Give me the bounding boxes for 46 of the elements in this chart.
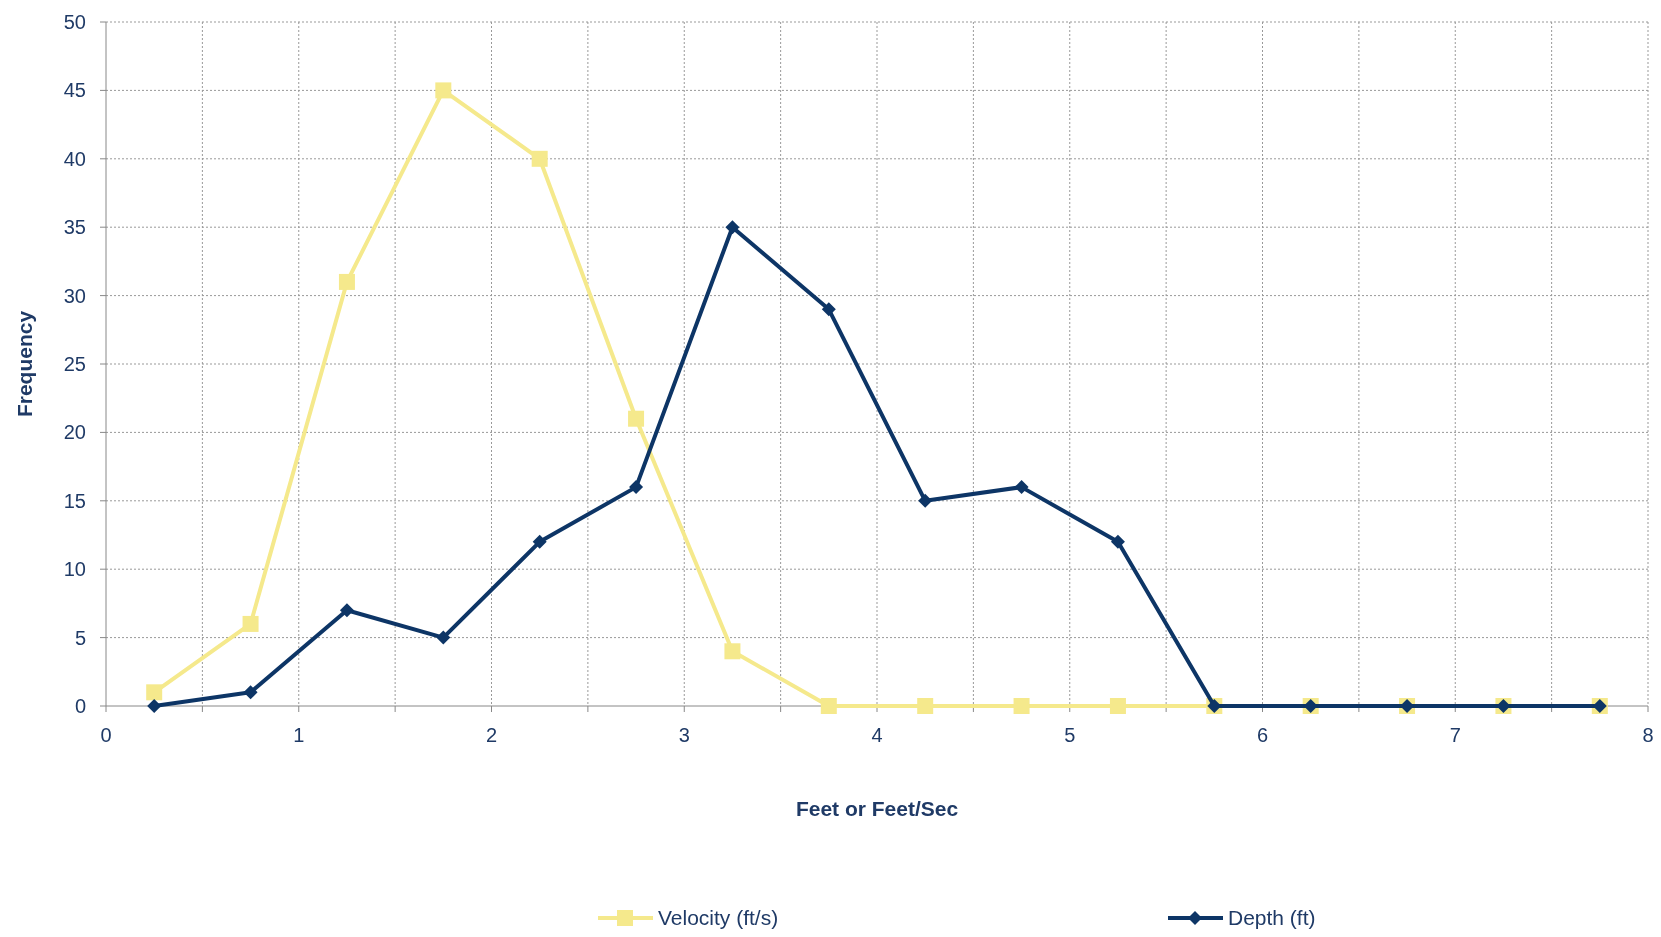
x-axis-title: Feet or Feet/Sec — [795, 797, 959, 820]
y-tick-label: 15 — [63, 489, 86, 512]
point — [629, 480, 644, 495]
x-tick-label: 7 — [1449, 724, 1461, 746]
x-tick-label: 4 — [871, 724, 883, 746]
y-tick-label: 35 — [63, 216, 86, 239]
y-tick-label: 50 — [63, 11, 86, 33]
x-tick-label: 2 — [485, 724, 498, 746]
point — [146, 684, 163, 701]
point — [435, 82, 452, 99]
point — [1013, 698, 1030, 714]
x-tick-label: 6 — [1256, 724, 1269, 746]
y-tick-label: 5 — [74, 626, 86, 649]
point — [338, 273, 355, 290]
point — [1014, 480, 1029, 495]
point — [532, 534, 547, 549]
point — [820, 698, 837, 714]
x-tick-label: 3 — [678, 724, 690, 746]
point — [628, 410, 645, 427]
legend-label: Depth (ft) — [1228, 906, 1316, 929]
point — [725, 220, 740, 235]
x-tick-label: 8 — [1642, 724, 1654, 746]
x-tick-label: 5 — [1064, 724, 1076, 746]
x-tick-label: 1 — [293, 724, 305, 746]
point — [918, 493, 933, 508]
y-tick-label: 40 — [63, 147, 86, 170]
y-tick-label: 30 — [63, 284, 86, 307]
point — [917, 698, 934, 714]
y-tick-label: 25 — [63, 353, 86, 375]
point — [531, 150, 548, 167]
point — [243, 685, 258, 700]
point — [147, 699, 162, 713]
point — [339, 603, 354, 618]
x-tick-label: 0 — [100, 724, 112, 746]
point — [1109, 698, 1126, 714]
point — [242, 615, 259, 632]
point — [724, 643, 741, 660]
y-tick-label: 20 — [63, 421, 86, 444]
point — [821, 302, 836, 317]
point — [436, 630, 451, 645]
legend-label: Velocity (ft/s) — [658, 906, 779, 929]
y-axis-title: Frequency — [13, 310, 36, 418]
y-tick-label: 45 — [63, 79, 86, 102]
point — [1110, 534, 1125, 549]
y-tick-label: 0 — [74, 695, 86, 717]
y-tick-label: 10 — [63, 558, 86, 581]
